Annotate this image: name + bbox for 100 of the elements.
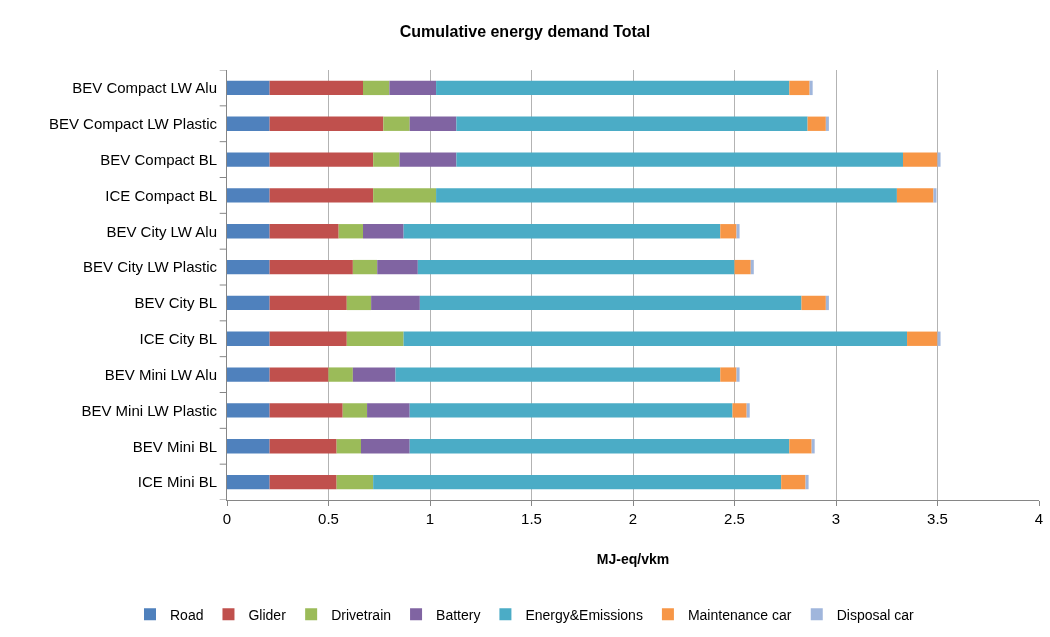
bar bbox=[937, 152, 941, 167]
legend-label: Disposal car bbox=[836, 606, 915, 623]
bar bbox=[750, 259, 754, 275]
bar bbox=[811, 439, 815, 454]
bar bbox=[371, 295, 420, 311]
legend-label: Road bbox=[170, 606, 204, 623]
bar bbox=[456, 152, 903, 167]
y-tick-label: BEV Compact BL bbox=[100, 150, 217, 168]
legend-label: Drivetrain bbox=[331, 606, 392, 623]
bar bbox=[734, 259, 751, 275]
bar bbox=[373, 188, 437, 203]
bar bbox=[363, 224, 404, 239]
bar bbox=[363, 80, 390, 96]
bar bbox=[352, 259, 378, 275]
bar bbox=[403, 331, 908, 346]
bar bbox=[269, 295, 347, 311]
bar bbox=[227, 439, 270, 454]
x-tick-label: 0.5 bbox=[318, 510, 339, 527]
y-tick-label: ICE Mini BL bbox=[137, 473, 217, 491]
bar bbox=[389, 80, 437, 96]
bar bbox=[346, 331, 404, 346]
bar bbox=[377, 259, 418, 275]
bar bbox=[227, 80, 270, 96]
bar bbox=[373, 152, 400, 167]
bar bbox=[342, 403, 368, 418]
bar bbox=[399, 152, 457, 167]
bar bbox=[227, 474, 270, 490]
bar bbox=[367, 403, 410, 418]
bar bbox=[227, 403, 270, 418]
bar bbox=[336, 439, 361, 454]
y-tick-label: BEV Mini LW Alu bbox=[104, 365, 217, 383]
bar bbox=[269, 116, 384, 131]
bar bbox=[227, 295, 270, 311]
y-tick-label: BEV Mini BL bbox=[132, 437, 217, 455]
bar bbox=[336, 474, 374, 490]
bar bbox=[937, 331, 941, 346]
y-tick-label: ICE City BL bbox=[139, 330, 217, 347]
x-tick-label: 3 bbox=[831, 510, 841, 527]
y-tick-label: BEV Compact LW Alu bbox=[72, 79, 217, 97]
bar bbox=[896, 188, 934, 203]
bar bbox=[269, 259, 353, 275]
bar bbox=[227, 367, 270, 382]
bar bbox=[933, 188, 937, 203]
legend-label: Glider bbox=[248, 606, 287, 623]
x-tick-label: 1.5 bbox=[521, 510, 542, 527]
bar bbox=[825, 116, 829, 131]
bar bbox=[269, 188, 374, 203]
bar bbox=[746, 403, 750, 418]
bar bbox=[732, 403, 747, 418]
bar bbox=[789, 439, 812, 454]
legend-label: Maintenance car bbox=[687, 606, 792, 623]
x-tick-label: 1 bbox=[425, 510, 435, 527]
bar bbox=[805, 474, 809, 490]
bar bbox=[269, 474, 337, 490]
x-tick-label: 0 bbox=[222, 510, 232, 527]
y-tick-label: BEV Mini LW Plastic bbox=[81, 401, 218, 419]
bar bbox=[403, 224, 721, 239]
bar bbox=[417, 259, 735, 275]
y-tick-label: ICE Compact BL bbox=[105, 186, 217, 204]
bar bbox=[809, 80, 813, 96]
bar bbox=[781, 474, 806, 490]
y-tick-label: BEV City LW Alu bbox=[106, 222, 217, 240]
bar bbox=[227, 259, 270, 275]
bar bbox=[902, 152, 938, 167]
bar bbox=[328, 367, 353, 382]
bar bbox=[338, 224, 364, 239]
y-tick-label: BEV City LW Plastic bbox=[83, 258, 218, 276]
bar bbox=[736, 367, 740, 382]
bar bbox=[907, 331, 938, 346]
bar bbox=[360, 439, 410, 454]
bar bbox=[227, 116, 270, 131]
bar bbox=[269, 331, 347, 346]
bar bbox=[409, 439, 790, 454]
bar bbox=[269, 439, 337, 454]
bar bbox=[227, 152, 270, 167]
bar bbox=[269, 224, 339, 239]
bar bbox=[269, 152, 374, 167]
bar bbox=[409, 116, 457, 131]
bar bbox=[436, 80, 790, 96]
bar bbox=[736, 224, 740, 239]
x-tick-label: 4 bbox=[1034, 510, 1044, 527]
bar bbox=[352, 367, 396, 382]
bar bbox=[419, 295, 802, 311]
bar bbox=[269, 80, 364, 96]
bar bbox=[395, 367, 721, 382]
legend-label: Energy&Emissions bbox=[525, 606, 643, 623]
bar bbox=[227, 224, 270, 239]
bar bbox=[807, 116, 826, 131]
bar bbox=[346, 295, 372, 311]
x-axis-title: MJ-eq/vkm bbox=[596, 551, 670, 568]
bar bbox=[227, 188, 270, 203]
bar bbox=[436, 188, 897, 203]
x-tick-label: 2.5 bbox=[724, 510, 745, 527]
bar bbox=[409, 403, 733, 418]
bar bbox=[789, 80, 810, 96]
bar bbox=[383, 116, 410, 131]
legend-label: Battery bbox=[436, 606, 481, 623]
bar bbox=[269, 367, 329, 382]
bar bbox=[801, 295, 826, 311]
bar bbox=[720, 224, 737, 239]
